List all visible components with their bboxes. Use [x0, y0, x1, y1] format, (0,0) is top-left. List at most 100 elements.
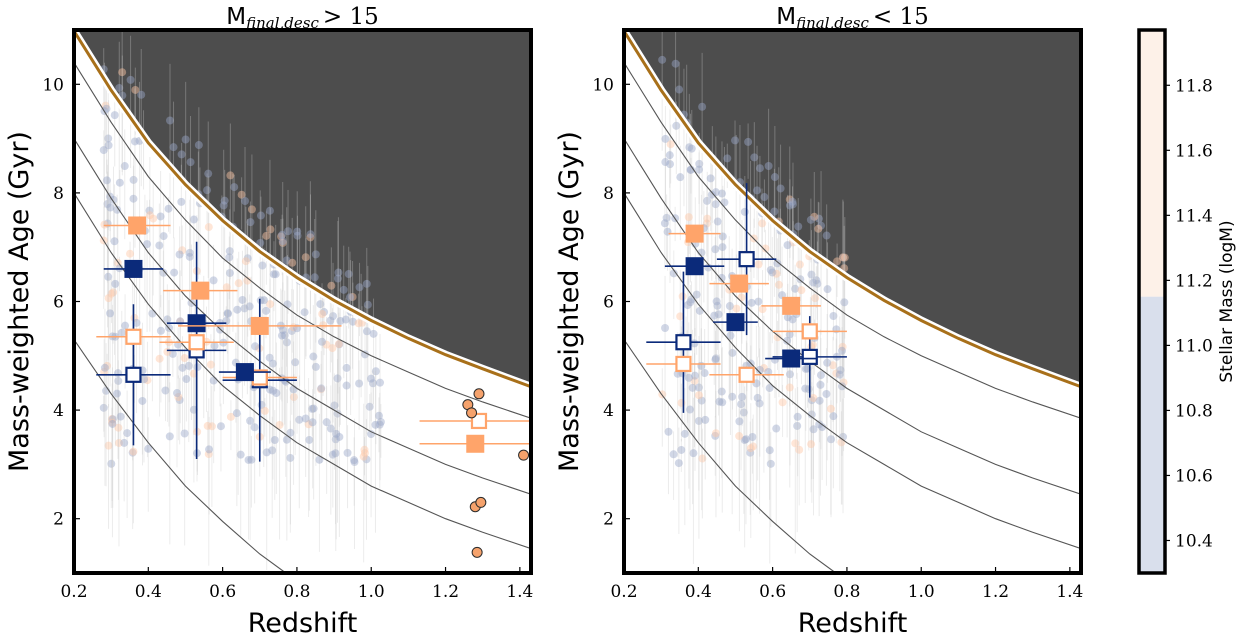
scatter-point	[269, 270, 278, 279]
scatter-point	[773, 333, 782, 342]
colorbar: 10.4 10.6 10.8 11.0 11.2 11.4 11.6 11.8 Stellar …	[1137, 28, 1237, 575]
scatter-point	[277, 331, 286, 340]
scatter-point	[362, 455, 371, 464]
scatter-point	[182, 375, 191, 384]
scatter-point	[189, 215, 198, 224]
scatter-point	[258, 261, 267, 270]
scatter-point	[128, 448, 137, 457]
scatter-point	[317, 384, 326, 393]
scatter-point	[785, 330, 794, 339]
x-tick-label: 1.0	[908, 582, 935, 602]
scatter-point	[748, 433, 757, 442]
scatter-point	[766, 266, 775, 275]
scatter-point	[702, 219, 711, 228]
scatter-point	[806, 215, 815, 224]
scatter-point	[226, 171, 235, 180]
scatter-point	[355, 283, 364, 292]
scatter-point	[266, 300, 275, 309]
scatter-point	[277, 232, 286, 241]
scatter-point	[301, 253, 310, 262]
scatter-point	[666, 140, 675, 149]
scatter-point	[835, 370, 844, 379]
scatter-point	[690, 377, 699, 386]
scatter-point	[735, 417, 744, 426]
y-tick-label: 2	[53, 510, 64, 530]
scatter-point	[348, 317, 357, 326]
scatter-point	[331, 435, 340, 444]
filled-orange-marker	[730, 274, 749, 293]
scatter-point	[346, 293, 355, 302]
colorbar-tick-label: 11.8	[1175, 76, 1213, 96]
scatter-point	[816, 371, 825, 380]
scatter-point	[362, 279, 371, 288]
scatter-point	[234, 279, 243, 288]
scatter-point	[329, 312, 338, 321]
colorbar-low	[1139, 296, 1165, 573]
scatter-point	[126, 249, 135, 258]
scatter-point	[110, 111, 119, 120]
reference-curve-4	[624, 339, 837, 573]
x-tick-label: 0.4	[685, 582, 712, 602]
scatter-point	[328, 344, 337, 353]
x-tick-label: 0.4	[135, 582, 162, 602]
scatter-point	[764, 367, 773, 376]
y-tick-label: 8	[603, 184, 614, 204]
scatter-point	[753, 186, 762, 195]
scatter-point	[739, 408, 748, 417]
scatter-point	[676, 173, 685, 182]
scatter-point	[726, 331, 735, 340]
scatter-point	[333, 274, 342, 283]
scatter-point	[113, 389, 122, 398]
scatter-point	[244, 455, 253, 464]
scatter-point	[788, 197, 797, 206]
x-tick-label: 0.8	[283, 582, 310, 602]
scatter-point	[740, 207, 749, 216]
scatter-point	[746, 444, 755, 453]
open-navy-marker	[738, 251, 755, 268]
scatter-point	[371, 420, 380, 429]
scatter-point	[718, 243, 727, 252]
scatter-point	[350, 458, 359, 467]
scatter-point	[770, 355, 779, 364]
scatter-point	[764, 161, 773, 170]
scatter-point	[174, 392, 183, 401]
scatter-point	[737, 293, 746, 302]
x-axis-label: Redshift	[798, 608, 908, 639]
scatter-point	[342, 363, 351, 372]
scatter-point	[711, 355, 720, 364]
highz-point	[473, 388, 485, 400]
reference-curve-3	[624, 192, 1081, 550]
scatter-point	[753, 393, 762, 402]
scatter-point	[106, 203, 115, 212]
scatter-point	[232, 409, 241, 418]
colorbar-tick-label: 10.6	[1175, 466, 1213, 486]
scatter-point	[330, 401, 339, 410]
scatter-point	[265, 353, 274, 362]
scatter-point	[686, 165, 695, 174]
scatter-point	[343, 448, 352, 457]
y-axis-label: Mass-weighted Age (Gyr)	[4, 131, 35, 472]
colorbar-tick-label: 10.8	[1175, 401, 1213, 421]
scatter-point	[159, 268, 168, 277]
scatter-point	[797, 286, 806, 295]
scatter-point	[109, 288, 118, 297]
scatter-point	[363, 300, 372, 309]
scatter-point	[293, 227, 302, 236]
scatter-point	[165, 432, 174, 441]
scatter-point	[718, 232, 727, 241]
y-tick-label: 10	[592, 75, 614, 95]
scatter-point	[758, 305, 767, 314]
scatter-point	[685, 405, 694, 414]
scatter-point	[737, 400, 746, 409]
scatter-point	[754, 260, 763, 269]
scatter-point	[326, 316, 335, 325]
scatter-point	[675, 85, 684, 94]
scatter-point	[770, 207, 779, 216]
scatter-point	[168, 349, 177, 358]
scatter-point	[143, 240, 152, 249]
scatter-point	[155, 354, 164, 363]
x-tick-label: 0.6	[759, 582, 786, 602]
scatter-point	[333, 374, 342, 383]
scatter-point	[342, 381, 351, 390]
scatter-point	[322, 418, 331, 427]
